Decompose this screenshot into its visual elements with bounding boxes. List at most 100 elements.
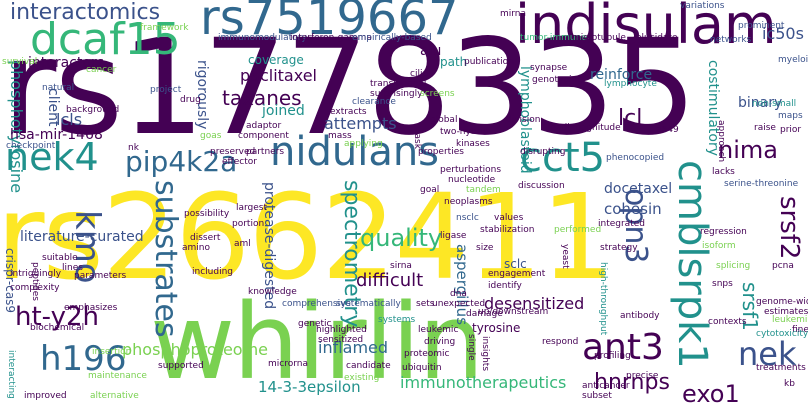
word-lymphoblastoid: lymphoblastoid: [517, 66, 533, 174]
word-respond: respond: [542, 337, 579, 347]
word-component: component: [238, 131, 289, 141]
word-translational: translational: [370, 79, 427, 89]
word-splicing: splicing: [716, 261, 751, 271]
word-microrna: microrna: [268, 359, 308, 369]
word-srsf2: srsf2: [774, 196, 804, 260]
word-networks: networks: [710, 35, 752, 45]
word-discussion: discussion: [518, 181, 565, 191]
word-insertion: insertion: [92, 347, 132, 357]
word-driving: driving: [424, 337, 456, 347]
word-raise: raise: [754, 123, 776, 133]
word-synapse: synapse: [530, 63, 568, 73]
word-subset: subset: [582, 391, 612, 401]
word-extracts: extracts: [330, 107, 367, 117]
word-difficult: difficult: [356, 270, 424, 291]
word-phenocopied: phenocopied: [606, 153, 665, 163]
word-lcls: lcls: [56, 110, 83, 129]
word-myeloid: myeloid: [778, 55, 808, 65]
word-natural: natural: [42, 83, 75, 93]
word-h196: h196: [40, 339, 127, 379]
word-precise: precise: [626, 371, 659, 381]
word-pip4k2a: pip4k2a: [125, 145, 238, 178]
word-kb: kb: [784, 379, 795, 389]
word-alu: alu: [420, 43, 442, 59]
word-aml: aml: [234, 239, 251, 249]
word-snps: snps: [712, 279, 733, 289]
word-joined: joined: [262, 103, 305, 119]
word-dcaf15: dcaf15: [30, 14, 181, 65]
word-tandem: tandem: [466, 185, 501, 195]
word-paclitaxel: paclitaxel: [240, 66, 317, 85]
word-effector: effector: [222, 157, 257, 167]
word-14-3-3epsilon: 14-3-3epsilon: [258, 378, 361, 396]
word-interacting: interacting: [6, 350, 16, 399]
word-systematically: systematically: [336, 299, 401, 309]
word-surprisingly: surprisingly: [370, 89, 423, 99]
word-identify: identify: [488, 281, 522, 291]
word-screens: screens: [420, 89, 455, 99]
word-non-small: non-small: [752, 99, 797, 109]
word-strategy: strategy: [600, 243, 638, 253]
word-tyrosine: tyrosine: [472, 321, 521, 335]
word-supported: supported: [158, 361, 204, 371]
word-protease-digested: protease-digested: [261, 182, 277, 310]
word-candidate: candidate: [346, 361, 391, 371]
word-nk: nk: [128, 143, 139, 153]
word-rigorously: rigorously: [194, 60, 210, 130]
word-preserved: preserved: [210, 147, 256, 157]
word-anticancer: anticancer: [582, 381, 630, 391]
word-intriguingly: intriguingly: [10, 269, 62, 279]
word-improved: improved: [24, 391, 67, 401]
word-clearance: clearance: [352, 97, 396, 107]
word-crispr-cas9: crispr-cas9: [3, 248, 17, 314]
word-proteomic: proteomic: [404, 349, 450, 359]
word-literature-curated: literature-curated: [20, 229, 144, 245]
word-inflamed: inflamed: [318, 338, 389, 357]
word-mass: mass: [328, 131, 352, 141]
word-coverage: coverage: [248, 53, 304, 67]
word-task: task: [412, 130, 422, 149]
word-partners: partners: [246, 147, 285, 157]
word-values: values: [494, 213, 524, 223]
word-disrupting: disrupting: [520, 147, 566, 157]
word-survival: survival: [2, 57, 38, 67]
word-systems: systems: [378, 315, 416, 325]
word-serine-threonine: serine-threonine: [724, 179, 799, 189]
word-cilia: cilia: [410, 69, 428, 79]
word-lines: lines: [62, 263, 83, 273]
word-elucidate: elucidate: [636, 33, 678, 43]
word-division: division: [506, 115, 541, 125]
word-costimulatory: costimulatory: [705, 60, 721, 157]
word-attempts: attempts: [324, 114, 397, 133]
word-tumor-immune: tumor-immune: [520, 33, 587, 43]
word-checkpoint: checkpoint: [6, 141, 56, 151]
word-two-hybrid: two-hybrid: [440, 127, 489, 137]
word-hsa-mir-1468: hsa-mir-1468: [10, 127, 103, 143]
word-single: single: [466, 334, 476, 361]
word-spectrometry: spectrometry: [339, 180, 364, 328]
word-drug: drug: [180, 95, 201, 105]
word-stabilization: stabilization: [480, 225, 535, 235]
word-including: including: [192, 267, 233, 277]
word-srsf1: srsf1: [738, 282, 762, 331]
word-whirlin: whirlin: [150, 281, 484, 403]
word-comprehensive: comprehensive: [282, 299, 351, 309]
word-maintenance: maintenance: [88, 371, 147, 381]
word-a549: a549: [656, 125, 679, 135]
word-substrates: substrates: [148, 180, 183, 338]
word-yeast: yeast: [560, 244, 570, 269]
word-immunomodulatory: immunomodulatory: [218, 33, 307, 43]
word-mirna: mirna: [500, 9, 527, 19]
word-highlighted: highlighted: [316, 325, 367, 335]
word-complexity: complexity: [10, 283, 60, 293]
word-cancer: cancer: [86, 65, 117, 75]
word-nucleotide: nucleotide: [448, 175, 496, 185]
word-variations: variations: [680, 1, 725, 11]
word-kmo: kmo: [67, 210, 107, 284]
word-leukemic: leukemic: [418, 325, 459, 335]
word-ht-y2h: ht-y2h: [15, 302, 100, 332]
word-emphasizes: emphasizes: [64, 303, 118, 313]
word-cmblsrpk1: cmblsrpk1: [669, 160, 715, 369]
word-magnitude: magnitude: [572, 123, 621, 133]
word-approach: approach: [716, 120, 726, 163]
